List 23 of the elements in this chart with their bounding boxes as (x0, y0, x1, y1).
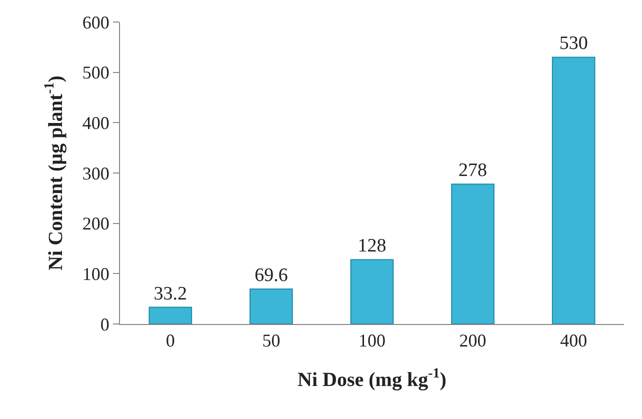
data-label: 33.2 (154, 283, 188, 304)
bar (250, 288, 293, 324)
x-tick-label: 100 (358, 330, 386, 351)
y-tick-label: 0 (100, 314, 110, 334)
x-tick-label: 400 (560, 330, 588, 351)
data-label: 278 (458, 160, 488, 182)
bar (350, 259, 394, 324)
y-tick-label: 100 (82, 264, 110, 284)
data-label: 530 (559, 33, 588, 54)
x-axis-title: Ni Dose (mg kg$^{-1}$) (298, 366, 446, 392)
y-tick-label: 400 (82, 112, 110, 133)
x-tick-label: 200 (459, 330, 486, 351)
bar (451, 184, 494, 324)
data-label: 128 (358, 236, 386, 257)
bar (148, 306, 192, 324)
y-tick-label: 300 (82, 163, 110, 184)
y-tick-label: 500 (82, 62, 110, 83)
x-tick-label: 0 (166, 330, 175, 351)
x-tick-label: 50 (262, 330, 280, 351)
y-tick-label: 200 (82, 214, 110, 234)
data-label: 69.6 (254, 264, 288, 286)
bar (552, 56, 596, 324)
y-tick-label: 600 (82, 12, 110, 32)
